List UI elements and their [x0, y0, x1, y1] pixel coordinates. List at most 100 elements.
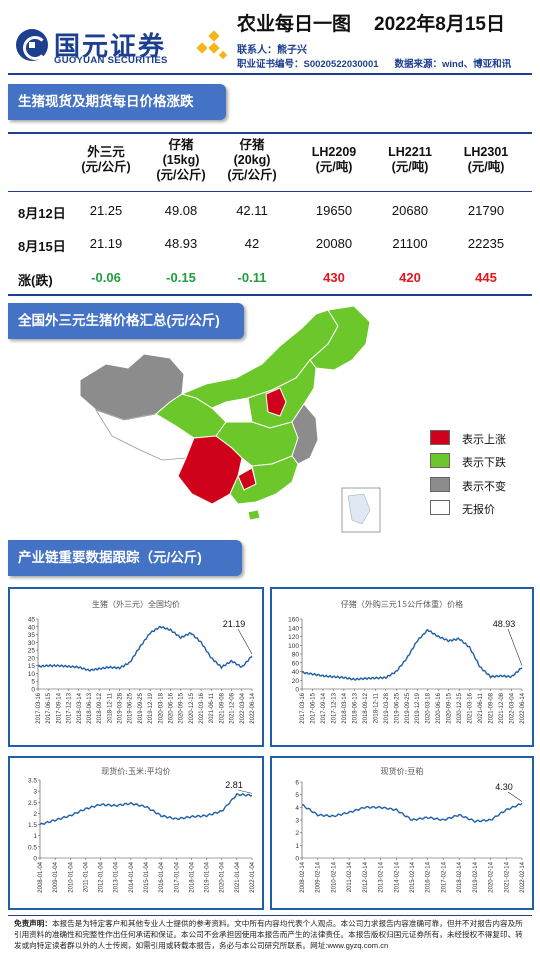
page-header: 国元证券 GUOYUAN SECURITIES 农业每日一图 2022年8月15…: [0, 0, 540, 80]
y-tick-label: 5: [31, 679, 35, 686]
y-tick-label: 2: [33, 811, 37, 818]
table-cell: 430: [323, 270, 345, 285]
x-tick-label: 2017-09-14: [321, 692, 327, 723]
annotation-label: 48.93: [493, 619, 516, 629]
legend-label: 表示上涨: [462, 434, 506, 446]
y-tick-label: 30: [28, 640, 36, 647]
data-source: 数据来源：wind、博亚和讯: [394, 59, 512, 70]
chart-piglet-price: 仔猪（外购三元15公斤体重）价格 0 20 40 60 80 100 120 140 160 20…: [270, 587, 534, 747]
table-cell: 21.19: [89, 236, 123, 251]
x-tick-label: 2009-02-14: [316, 861, 322, 892]
column-header-line: (元/公斤): [227, 168, 277, 182]
table-cell: 48.93: [164, 236, 198, 251]
chart-title: 现货价:玉米:平均价: [101, 767, 171, 776]
y-tick-label: 15: [28, 663, 36, 670]
column-header-line: LH2301: [463, 145, 509, 159]
disclaimer-label: 免责声明：: [14, 919, 52, 928]
x-tick-label: 2009-01-04: [53, 861, 59, 892]
x-tick-label: 2014-02-14: [394, 861, 400, 892]
chart-corn-price: 现货价:玉米:平均价 0 0.5 1 1.5 2 2.5 3 3.5 2008-01-04 200…: [8, 756, 264, 910]
x-tick-label: 2021-09-08: [219, 692, 225, 723]
x-tick-label: 2021-12-08: [230, 692, 236, 723]
report-title: 农业每日一图: [237, 14, 352, 35]
south-sea-island-icon: [347, 493, 371, 525]
column-header: 仔猪 (20kg) (元/公斤): [214, 138, 290, 183]
legend-swatch: [430, 430, 450, 445]
y-tick-label: 25: [28, 648, 36, 655]
table-cell: -0.11: [237, 270, 267, 285]
column-header: 仔猪 (15kg) (元/公斤): [143, 138, 219, 183]
table-cell: 19650: [315, 203, 353, 218]
x-tick-label: 2008-02-14: [300, 861, 306, 892]
table-header-rule: [8, 191, 532, 192]
column-header-line: (元/公斤): [81, 160, 131, 174]
x-tick-label: 2017-12-13: [331, 692, 337, 723]
x-tick-label: 2020-06-16: [168, 692, 174, 723]
column-header: LH2209 (元/吨): [296, 145, 372, 175]
section-banner-industry-chain: 产业链重要数据跟踪（元/公斤): [8, 540, 242, 576]
x-tick-label: 2022-03-04: [240, 692, 246, 723]
column-header-line: 外三元: [87, 145, 125, 159]
chart-plot: 0 0.5 1 1.5 2 2.5 3 3.5 2008-01-04 2009-01-04 2010…: [28, 778, 256, 893]
x-tick-label: 2020-09-15: [447, 692, 453, 723]
series-line: [301, 628, 523, 682]
chart-soymeal-price: 现货价:豆粕 0 1 2 3 4 5 6 2008-02-14 2009-02-14 2010-0…: [270, 756, 534, 910]
column-header-line: (20kg): [233, 153, 271, 167]
y-tick-label: 80: [292, 652, 300, 659]
x-tick-label: 2017-02-14: [441, 861, 447, 892]
x-tick-label: 2019-12-19: [415, 692, 421, 723]
x-tick-label: 2017-09-14: [56, 692, 62, 723]
guoyuan-logo-icon: [16, 29, 48, 61]
x-tick-label: 2022-02-14: [520, 861, 526, 892]
table-cell: 21790: [467, 203, 505, 218]
y-tick-label: 3: [33, 789, 37, 796]
logo-diamond-icon: [196, 30, 230, 66]
x-tick-label: 2018-09-12: [363, 692, 369, 723]
y-tick-label: 3: [295, 818, 299, 825]
x-tick-label: 2018-12-11: [373, 692, 379, 723]
table-cell: 21.25: [89, 203, 123, 218]
row-label: 8月12日: [18, 206, 66, 221]
table-cell: -0.15: [166, 270, 196, 285]
column-header-line: 仔猪: [168, 138, 194, 152]
column-header-line: LH2211: [388, 145, 432, 159]
section-banner-national-price: 全国外三元生猪价格汇总(元/公斤): [8, 303, 244, 339]
y-tick-label: 1: [295, 843, 299, 850]
y-tick-label: 40: [292, 669, 300, 676]
x-tick-label: 2010-01-04: [68, 861, 74, 892]
x-tick-label: 2012-01-04: [99, 861, 105, 892]
legend-label: 表示下跌: [462, 457, 506, 469]
y-tick-label: 60: [292, 660, 300, 667]
x-tick-label: 2019-02-14: [473, 861, 479, 892]
region-qinghai: [155, 393, 227, 439]
x-tick-label: 2015-01-04: [144, 861, 150, 892]
x-tick-label: 2020-12-15: [457, 692, 463, 723]
x-tick-label: 2019-03-28: [384, 692, 390, 723]
x-tick-label: 2017-06-15: [46, 692, 52, 723]
x-tick-label: 2020-12-15: [189, 692, 195, 723]
x-tick-label: 2018-06-13: [352, 692, 358, 723]
x-tick-label: 2018-03-14: [342, 692, 348, 723]
annotation-label: 4.30: [495, 782, 513, 792]
x-tick-label: 2019-09-25: [405, 692, 411, 723]
table-cell: 21100: [392, 236, 428, 251]
x-tick-label: 2020-06-16: [436, 692, 442, 723]
x-tick-label: 2021-03-16: [199, 692, 205, 723]
x-tick-label: 2021-01-04: [235, 861, 241, 892]
table-bottom-rule: [8, 294, 532, 296]
x-tick-label: 2017-12-13: [67, 692, 73, 723]
chart-title: 生猪（外三元）全国均价: [92, 600, 180, 609]
table-cell: 20080: [315, 236, 353, 251]
x-tick-label: 2012-02-14: [363, 861, 369, 892]
chart-title: 现货价:豆粕: [380, 767, 424, 776]
x-tick-label: 2017-01-04: [174, 861, 180, 892]
x-tick-label: 2020-03-18: [158, 692, 164, 723]
y-tick-label: 100: [288, 643, 299, 650]
x-tick-label: 2010-02-14: [331, 861, 337, 892]
y-tick-label: 0: [295, 856, 299, 863]
china-price-map: [79, 305, 381, 533]
y-tick-label: 4: [295, 805, 299, 812]
x-tick-label: 2021-06-11: [478, 692, 484, 723]
x-tick-label: 2008-01-04: [38, 861, 44, 892]
annotation-leader: [237, 789, 253, 794]
